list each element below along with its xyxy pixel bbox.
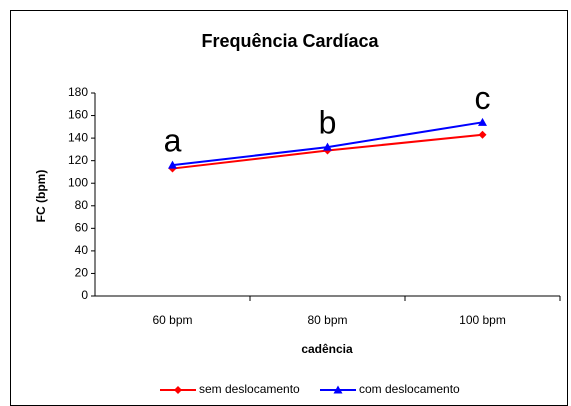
y-tick-label: 120 bbox=[68, 153, 88, 167]
y-tick-label: 40 bbox=[75, 243, 89, 257]
y-tick-label: 100 bbox=[68, 175, 88, 189]
data-point bbox=[333, 385, 343, 394]
chart-frame bbox=[10, 10, 568, 406]
annotation: b bbox=[319, 105, 337, 141]
data-point bbox=[323, 142, 332, 151]
x-tick-label: 80 bpm bbox=[307, 313, 347, 327]
y-tick-label: 0 bbox=[81, 288, 88, 302]
data-point bbox=[478, 130, 487, 139]
y-tick-label: 160 bbox=[68, 108, 88, 122]
legend-label: sem deslocamento bbox=[199, 382, 300, 396]
chart-title: Frequência Cardíaca bbox=[201, 31, 379, 51]
y-tick-label: 60 bbox=[75, 221, 89, 235]
data-point bbox=[478, 117, 487, 126]
y-tick-label: 80 bbox=[75, 198, 89, 212]
x-tick-label: 100 bpm bbox=[459, 313, 506, 327]
x-tick-label: 60 bpm bbox=[152, 313, 192, 327]
legend-label: com deslocamento bbox=[359, 382, 460, 396]
y-tick-label: 20 bbox=[75, 266, 89, 280]
y-tick-label: 140 bbox=[68, 130, 88, 144]
y-axis-label: FC (bpm) bbox=[34, 170, 48, 223]
data-point bbox=[168, 160, 177, 169]
x-axis-label: cadência bbox=[301, 342, 353, 356]
y-tick-label: 180 bbox=[68, 85, 88, 99]
data-point bbox=[174, 386, 182, 394]
annotation: c bbox=[475, 80, 491, 116]
annotation: a bbox=[164, 123, 182, 159]
